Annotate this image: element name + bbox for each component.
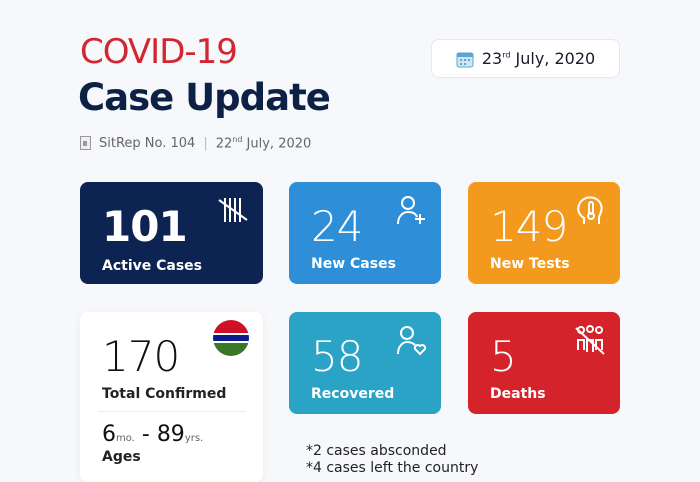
card-label: New Cases [311, 256, 396, 272]
card-value: 149 [490, 202, 568, 251]
add-user-icon [397, 196, 425, 225]
page-title: Case Update [78, 76, 331, 119]
note-left-country: *4 cases left the country [306, 460, 479, 476]
document-icon [80, 136, 91, 151]
calendar-icon [456, 52, 474, 67]
card-value: 5 [490, 332, 517, 381]
card-label: New Tests [490, 256, 570, 272]
card-new-tests: 149 New Tests [468, 182, 620, 284]
card-value: 101 [102, 202, 188, 251]
card-active-cases: 101 Active Cases [80, 182, 263, 284]
card-label: Total Confirmed [102, 386, 227, 402]
card-value: 58 [311, 332, 363, 381]
sitrep-date: 22nd July, 2020 [215, 135, 312, 152]
card-label: Active Cases [102, 258, 203, 274]
people-crossed-icon [575, 325, 605, 355]
head-thermometer-icon [577, 196, 603, 224]
card-label: Deaths [490, 386, 546, 402]
note-absconded: *2 cases absconded [306, 443, 447, 459]
card-label: Recovered [311, 386, 395, 402]
tally-icon [218, 198, 248, 222]
card-new-cases: 24 New Cases [289, 182, 441, 284]
user-heart-icon [397, 326, 427, 356]
report-date-badge: 23rd July, 2020 [431, 39, 620, 78]
ages-label: Ages [102, 449, 141, 465]
gambia-flag-icon [213, 320, 249, 356]
divider [98, 411, 246, 412]
report-date: 23rd July, 2020 [481, 49, 596, 68]
card-total-confirmed: 170 Total Confirmed 6mo. - 89yrs. Ages [80, 312, 263, 482]
card-deaths: 5 Deaths [468, 312, 620, 414]
card-recovered: 58 Recovered [289, 312, 441, 414]
sitrep-line: SitRep No. 104 | 22nd July, 2020 [80, 135, 311, 151]
age-range: 6mo. - 89yrs. [102, 422, 204, 447]
sitrep-number: SitRep No. 104 [99, 135, 196, 151]
card-value: 170 [102, 332, 180, 381]
title-covid: COVID-19 [80, 32, 238, 72]
card-value: 24 [311, 202, 363, 251]
divider: | [203, 135, 208, 151]
